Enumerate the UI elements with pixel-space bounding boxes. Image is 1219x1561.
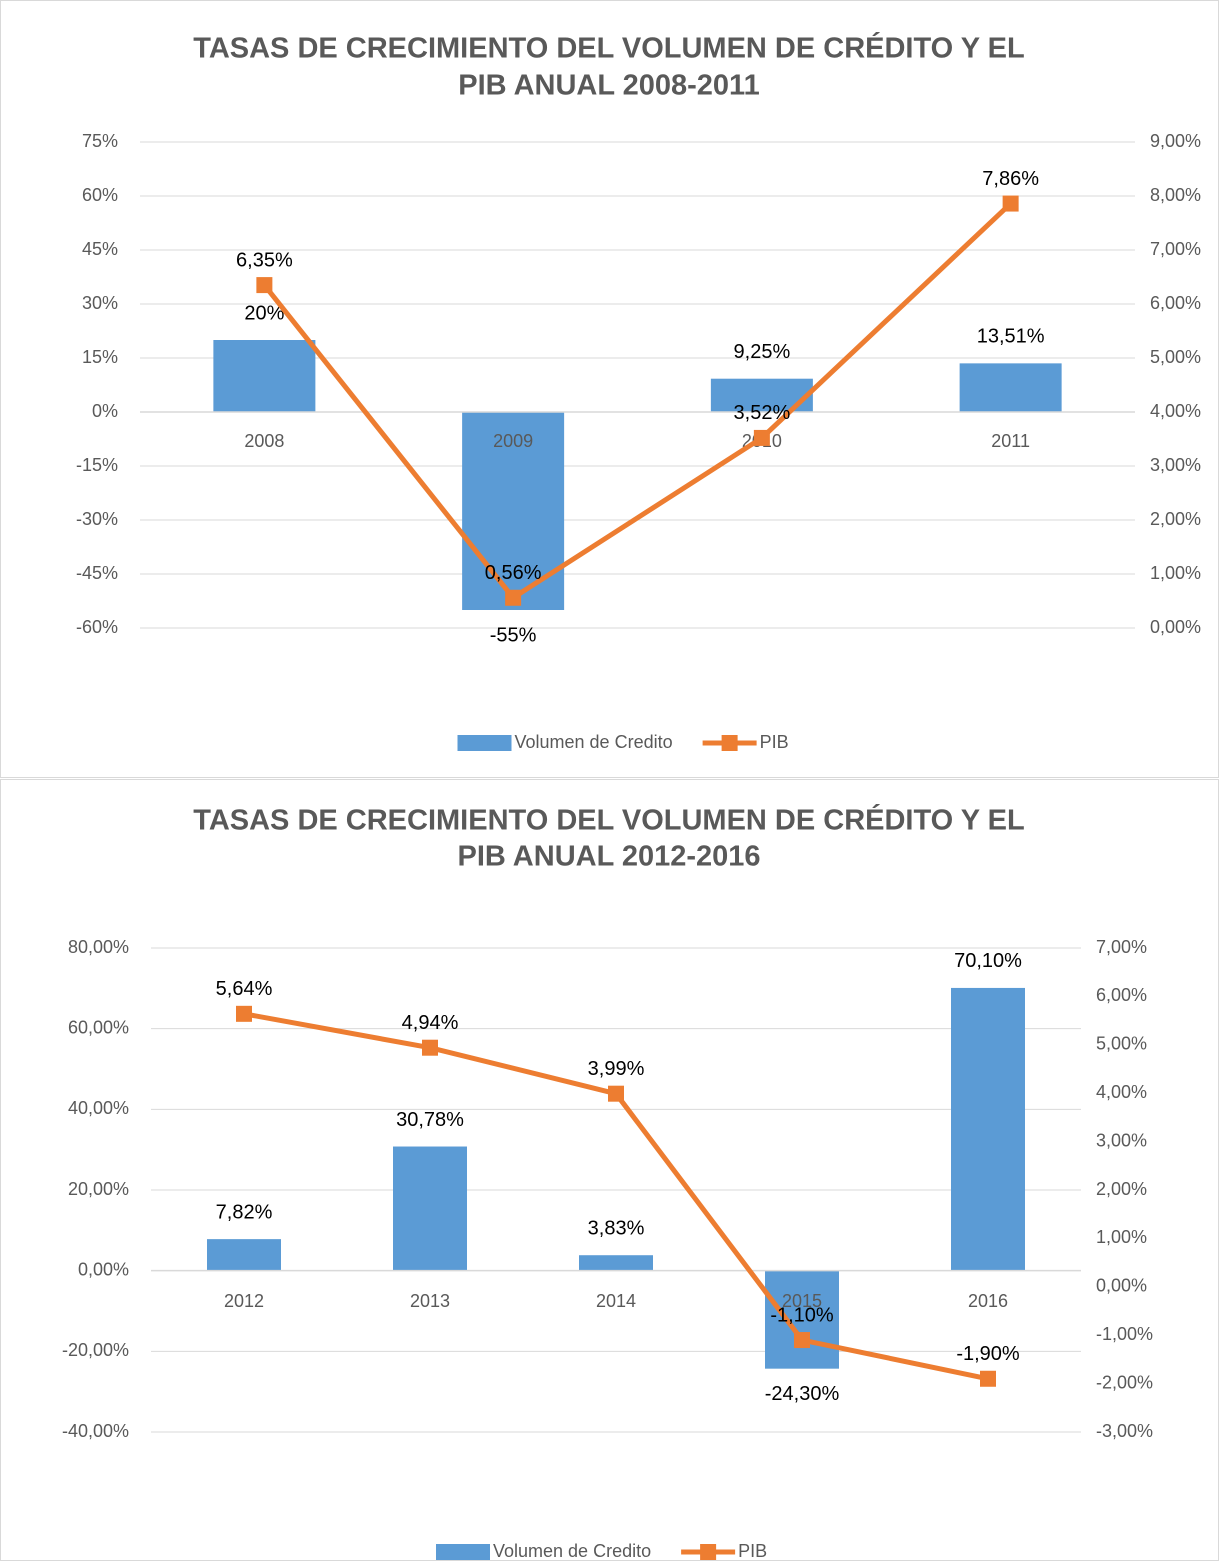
y-tick-label: -15% [76, 455, 118, 475]
data-label: 5,64% [216, 978, 273, 1000]
line-marker [256, 277, 273, 294]
line-marker [608, 1085, 624, 1102]
bar [765, 1270, 839, 1369]
data-label: 4,94% [402, 1012, 459, 1034]
data-label: -1,90% [956, 1343, 1020, 1365]
bar [207, 1239, 281, 1271]
data-label: 20% [244, 302, 284, 324]
x-tick-label: 2014 [596, 1291, 636, 1311]
data-label: 7,82% [216, 1201, 273, 1223]
legend-swatch [700, 1544, 717, 1560]
legend-label: PIB [738, 1541, 767, 1561]
y2-tick-label: -1,00% [1096, 1324, 1153, 1344]
chart-title: TASAS DE CRECIMIENTO DEL VOLUMEN DE CRÉD… [193, 803, 1024, 837]
data-label: 70,10% [954, 950, 1022, 972]
y2-tick-label: 3,00% [1150, 455, 1201, 475]
data-label: 3,99% [588, 1058, 645, 1080]
y2-tick-label: 4,00% [1096, 1082, 1147, 1102]
y2-tick-label: 5,00% [1150, 347, 1201, 367]
y2-tick-label: 2,00% [1096, 1179, 1147, 1199]
x-tick-label: 2009 [493, 431, 533, 451]
line-marker [794, 1332, 810, 1349]
y-tick-label: 30% [82, 293, 118, 313]
y2-tick-label: -3,00% [1096, 1421, 1153, 1441]
x-tick-label: 2012 [224, 1291, 264, 1311]
data-label: 9,25% [734, 341, 791, 363]
y-tick-label: 0% [92, 401, 118, 421]
legend-label: Volumen de Credito [515, 732, 673, 752]
y-tick-label: -60% [76, 617, 118, 637]
x-tick-label: 2008 [244, 431, 284, 451]
legend-label: PIB [760, 732, 789, 752]
y-tick-label: 0,00% [78, 1259, 129, 1279]
y2-tick-label: 3,00% [1096, 1130, 1147, 1150]
y2-tick-label: 0,00% [1150, 617, 1201, 637]
y2-tick-label: 1,00% [1096, 1227, 1147, 1247]
y2-tick-label: 4,00% [1150, 401, 1201, 421]
data-label: -1,10% [770, 1304, 834, 1326]
x-tick-label: 2015 [782, 1291, 822, 1311]
bar [579, 1255, 653, 1271]
data-label: -24,30% [765, 1383, 840, 1405]
y-tick-label: -20,00% [62, 1340, 129, 1360]
y2-tick-label: 6,00% [1150, 293, 1201, 313]
y2-tick-label: 0,00% [1096, 1276, 1147, 1296]
legend-swatch [436, 1544, 490, 1560]
y2-tick-label: -2,00% [1096, 1372, 1153, 1392]
line-marker [236, 1005, 252, 1022]
y-tick-label: 20,00% [68, 1179, 129, 1199]
y-tick-label: 60,00% [68, 1017, 129, 1037]
data-label: 0,56% [485, 562, 542, 584]
chart-title: PIB ANUAL 2008-2011 [458, 70, 759, 102]
y2-tick-label: 2,00% [1150, 509, 1201, 529]
data-label: -55% [490, 624, 537, 646]
data-label: 6,35% [236, 249, 293, 271]
line-marker [753, 429, 770, 446]
y-tick-label: 45% [82, 239, 118, 259]
y2-tick-label: 9,00% [1150, 131, 1201, 151]
y-tick-label: -30% [76, 509, 118, 529]
x-tick-label: 2016 [968, 1291, 1008, 1311]
x-tick-label: 2011 [991, 431, 1030, 451]
x-tick-label: 2013 [410, 1291, 450, 1311]
y2-tick-label: 7,00% [1096, 937, 1147, 957]
data-label: 30,78% [396, 1109, 464, 1131]
line-marker [980, 1370, 996, 1387]
legend-label: Volumen de Credito [493, 1541, 651, 1561]
y-tick-label: -45% [76, 563, 118, 583]
bar [959, 363, 1062, 412]
y-tick-label: 15% [82, 347, 118, 367]
line-marker [422, 1039, 438, 1056]
y2-tick-label: 7,00% [1150, 239, 1201, 259]
line-marker [505, 589, 522, 606]
y2-tick-label: 5,00% [1096, 1034, 1147, 1054]
y2-tick-label: 1,00% [1150, 563, 1201, 583]
legend-swatch [721, 735, 738, 751]
y-tick-label: 60% [82, 185, 118, 205]
y-tick-label: 75% [82, 131, 118, 151]
chart-title: TASAS DE CRECIMIENTO DEL VOLUMEN DE CRÉD… [193, 31, 1024, 65]
data-label: 3,83% [588, 1218, 645, 1240]
line-marker [1002, 195, 1019, 212]
legend-swatch [457, 735, 512, 751]
line [262, 201, 1013, 601]
chart-title: PIB ANUAL 2012-2016 [457, 841, 760, 873]
y-tick-label: 80,00% [68, 937, 129, 957]
bar [393, 1146, 467, 1271]
y-tick-label: -40,00% [62, 1421, 129, 1441]
y2-tick-label: 6,00% [1096, 985, 1147, 1005]
chart-frame [0, 779, 1219, 1561]
bar [951, 987, 1025, 1271]
y2-tick-label: 8,00% [1150, 185, 1201, 205]
data-label: 13,51% [977, 326, 1045, 348]
data-label: 7,86% [982, 168, 1039, 190]
bar [213, 340, 316, 412]
y-tick-label: 40,00% [68, 1098, 129, 1118]
data-label: 3,52% [734, 402, 791, 424]
